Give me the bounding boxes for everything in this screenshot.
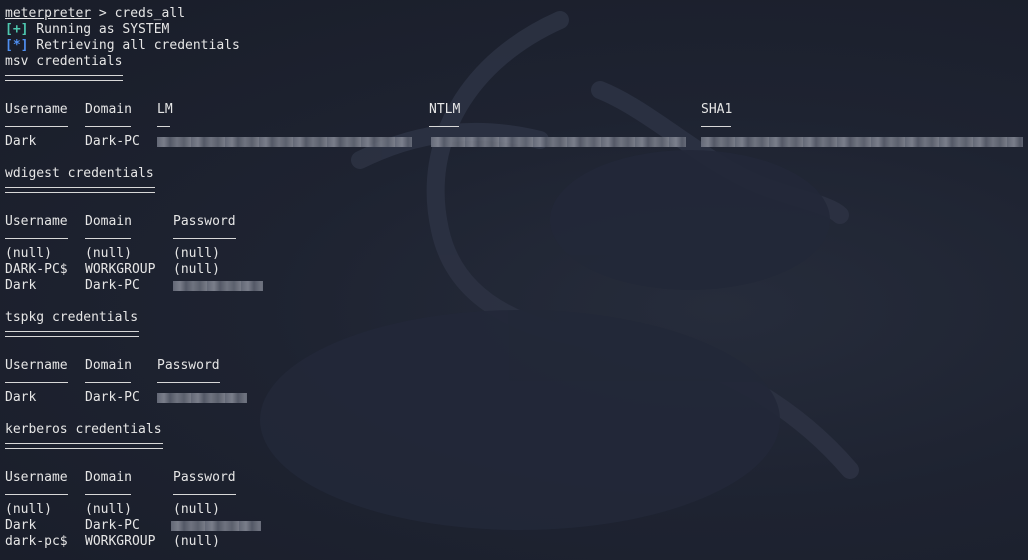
- status-text: Running as SYSTEM: [28, 22, 170, 37]
- column-header-username: Username: [5, 102, 68, 117]
- section-title-wdigest: wdigest credentials: [5, 166, 154, 181]
- header-underline: [173, 238, 236, 239]
- column-header-username: Username: [5, 214, 68, 229]
- header-underline: [85, 126, 131, 127]
- table-cell-password: (null): [173, 246, 220, 261]
- table-cell-domain: WORKGROUP: [85, 534, 156, 549]
- section-title-kerberos: kerberos credentials: [5, 422, 162, 437]
- redacted-ntlm-hash: [431, 137, 686, 147]
- column-header-password: Password: [173, 470, 236, 485]
- prompt-separator: >: [91, 6, 115, 21]
- header-underline: [5, 494, 68, 495]
- redacted-lm-hash: [157, 137, 412, 147]
- table-cell-username: Dark: [5, 390, 37, 405]
- section-title-msv: msv credentials: [5, 54, 123, 69]
- header-underline: [85, 494, 131, 495]
- header-underline: [85, 382, 131, 383]
- column-header-domain: Domain: [85, 214, 132, 229]
- table-cell-domain: Dark-PC: [85, 278, 140, 293]
- section-title-underline: [5, 443, 163, 449]
- table-cell-username: Dark: [5, 518, 37, 533]
- redacted-password: [171, 521, 261, 531]
- section-title-underline: [5, 331, 139, 337]
- header-underline: [701, 126, 731, 127]
- table-cell-username: Dark: [5, 278, 37, 293]
- column-header-domain: Domain: [85, 358, 132, 373]
- table-cell-domain: Dark-PC: [85, 134, 140, 149]
- command-text: creds_all: [114, 6, 186, 21]
- redacted-sha1-hash: [701, 137, 1023, 147]
- header-underline: [5, 126, 68, 127]
- column-header-password: Password: [173, 214, 236, 229]
- prompt-name: meterpreter: [5, 6, 92, 21]
- table-cell-domain: (null): [85, 502, 132, 517]
- table-cell-domain: Dark-PC: [85, 518, 140, 533]
- table-cell-username: Dark: [5, 134, 37, 149]
- column-header-password: Password: [157, 358, 220, 373]
- table-cell-username: (null): [5, 502, 52, 517]
- table-cell-password: (null): [173, 534, 220, 549]
- table-cell-domain: (null): [85, 246, 132, 261]
- column-header-ntlm: NTLM: [429, 102, 461, 117]
- section-title-underline: [5, 187, 155, 193]
- header-underline: [429, 126, 459, 127]
- status-message-success: [+] Running as SYSTEM: [5, 22, 169, 38]
- table-cell-username: dark-pc$: [5, 534, 68, 549]
- column-header-lm: LM: [157, 102, 173, 117]
- info-marker: [*]: [5, 38, 29, 53]
- command-line: meterpreter > creds_all: [5, 6, 185, 22]
- table-cell-password: (null): [173, 262, 220, 277]
- header-underline: [85, 238, 131, 239]
- table-cell-username: (null): [5, 246, 52, 261]
- status-message-info: [*] Retrieving all credentials: [5, 38, 240, 54]
- header-underline: [5, 382, 68, 383]
- section-title-tspkg: tspkg credentials: [5, 310, 139, 325]
- header-underline: [157, 382, 220, 383]
- table-cell-username: DARK-PC$: [5, 262, 68, 277]
- header-underline: [157, 126, 170, 127]
- column-header-username: Username: [5, 358, 68, 373]
- table-cell-domain: WORKGROUP: [85, 262, 156, 277]
- redacted-password: [173, 281, 263, 291]
- column-header-sha1: SHA1: [701, 102, 733, 117]
- header-underline: [173, 494, 236, 495]
- status-text: Retrieving all credentials: [28, 38, 240, 53]
- column-header-domain: Domain: [85, 102, 132, 117]
- section-title-underline: [5, 75, 123, 81]
- redacted-password: [157, 393, 247, 403]
- column-header-username: Username: [5, 470, 68, 485]
- table-cell-domain: Dark-PC: [85, 390, 140, 405]
- column-header-domain: Domain: [85, 470, 132, 485]
- table-cell-password: (null): [173, 502, 220, 517]
- success-marker: [+]: [5, 22, 29, 37]
- header-underline: [5, 238, 68, 239]
